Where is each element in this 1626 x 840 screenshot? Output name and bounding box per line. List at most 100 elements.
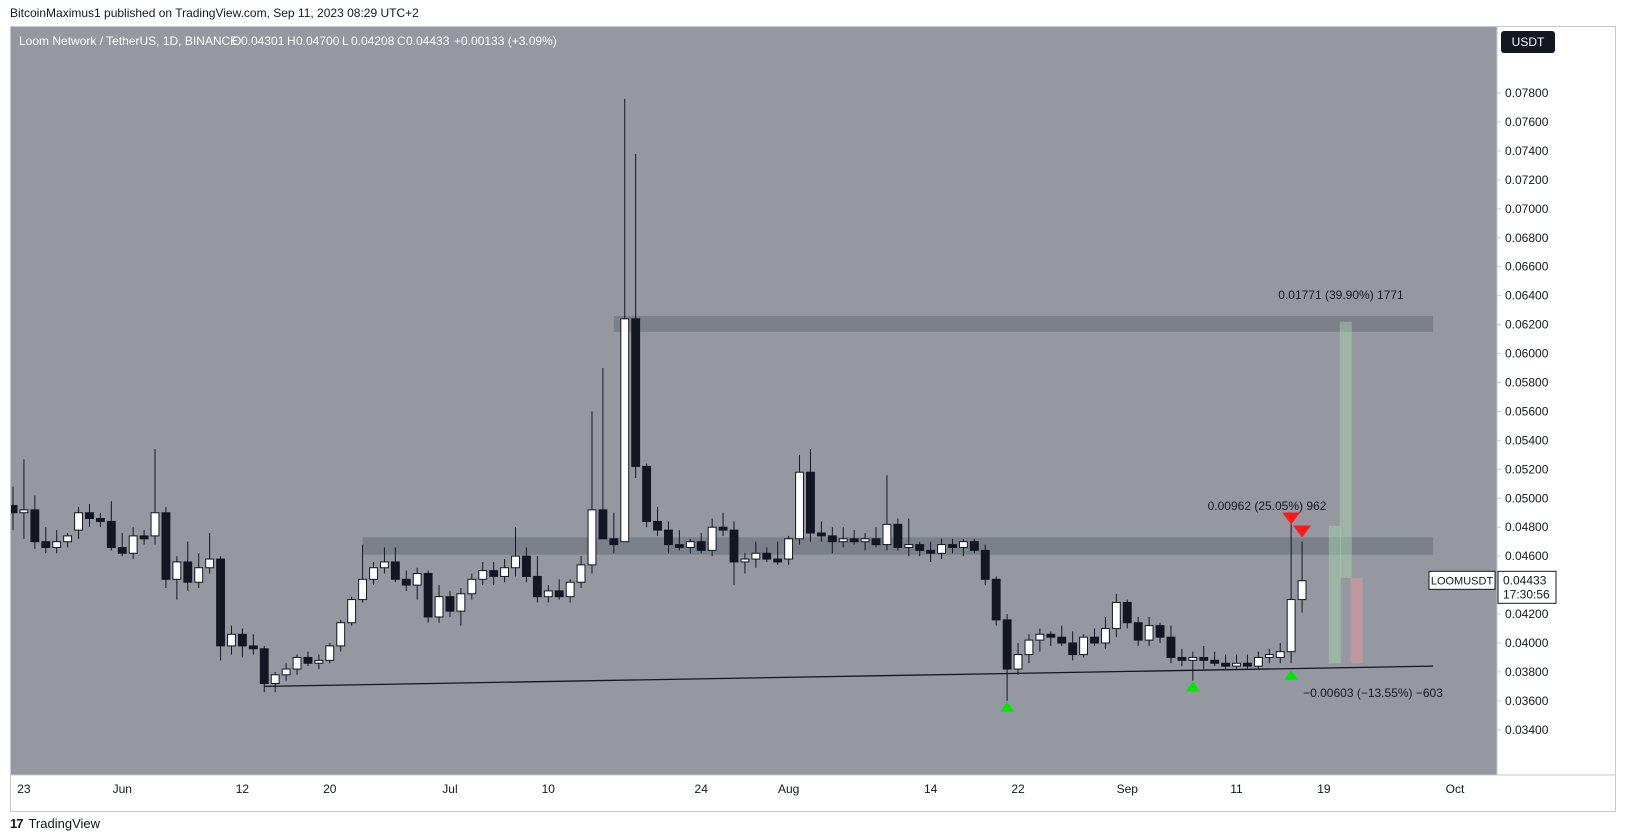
candle-body [52, 541, 62, 548]
candle [347, 596, 357, 626]
candle-body [926, 549, 936, 554]
candle-body [41, 541, 51, 548]
plot-area[interactable] [11, 27, 1497, 775]
candle [598, 368, 608, 540]
candle-body [1232, 662, 1241, 667]
candle-body [1243, 662, 1252, 667]
candle [980, 544, 990, 586]
currency-button[interactable]: USDT [1501, 31, 1555, 53]
candle [303, 651, 313, 667]
legend-change: +0.00133 (+3.09%) [454, 34, 557, 48]
candle [85, 504, 94, 528]
y-tick-label: 0.07600 [1505, 115, 1549, 129]
candle-body [478, 570, 488, 580]
candle [150, 449, 160, 545]
candle [554, 579, 564, 600]
candle-body [773, 558, 783, 563]
candle-body [1002, 619, 1012, 670]
candle-body [227, 633, 236, 647]
candle [369, 561, 378, 586]
green-projection-bar [1328, 525, 1341, 664]
currency-button-label[interactable]: USDT [1512, 35, 1545, 49]
downside-label: −0.00603 (−13.55%) −603 [1303, 686, 1443, 700]
candle-body [1166, 636, 1176, 658]
legend-open-label: O [232, 34, 241, 48]
x-tick-label: 10 [542, 782, 556, 796]
candle [30, 495, 40, 549]
candle [314, 654, 324, 670]
candle-body [1275, 651, 1285, 658]
candle-body [303, 656, 313, 664]
down-arrow-icon [1293, 525, 1312, 538]
legend-symbol: Loom Network / TetherUS, 1D, BINANCE [19, 34, 238, 48]
candle-body [248, 645, 258, 650]
y-tick-label: 0.06400 [1505, 289, 1549, 303]
candle-body [696, 541, 706, 551]
candlestick-chart[interactable]: 0.07800 0.07600 0.07400 0.07200 0.07000 0.068… [11, 27, 1615, 811]
candle [19, 459, 29, 539]
price-tag: LOOMUSDT 0.04433 17:30:56 [1428, 570, 1557, 604]
candle [478, 561, 488, 586]
x-tick-label: 22 [1011, 782, 1025, 796]
candle [795, 454, 804, 545]
candle [664, 521, 673, 554]
candle-body [74, 512, 83, 531]
x-tick-label: 23 [17, 782, 31, 796]
candle-body [1253, 656, 1263, 667]
candle [1046, 631, 1056, 646]
candle-body [653, 520, 662, 531]
candle-body [314, 659, 324, 664]
candle-body [237, 633, 247, 647]
legend-low-label: L [342, 34, 349, 48]
candle-body [609, 538, 619, 546]
candle [1188, 651, 1198, 681]
y-tick-label: 0.06800 [1505, 231, 1549, 245]
candle [358, 544, 368, 603]
y-tick-label: 0.04800 [1505, 520, 1549, 534]
candle-body [718, 526, 728, 531]
candle-body [336, 622, 346, 647]
price-axis[interactable] [1497, 27, 1615, 775]
up-arrow-icon [1000, 701, 1015, 712]
time-axis[interactable] [11, 775, 1615, 811]
y-tick-label: 0.04000 [1505, 636, 1549, 650]
x-tick-label: Sep [1117, 782, 1139, 796]
candle-body [522, 555, 531, 577]
candle [773, 541, 783, 565]
candle-body [161, 512, 171, 580]
candle [838, 527, 848, 548]
candle [412, 567, 422, 600]
chart-frame: 0.07800 0.07600 0.07400 0.07200 0.07000 0.068… [10, 26, 1616, 812]
candle [948, 538, 957, 554]
y-tick-label: 0.07400 [1505, 144, 1549, 158]
candle-body [1264, 654, 1274, 658]
candle-body [532, 575, 542, 598]
y-tick-label: 0.06200 [1505, 318, 1549, 332]
footer-bar: 17 TradingView [10, 816, 100, 831]
candle-body [882, 523, 892, 546]
candle [41, 527, 51, 554]
candle-body [980, 549, 990, 580]
candle-body [904, 544, 914, 548]
legend-low-value: 0.04208 [351, 34, 395, 48]
candle-body [685, 541, 695, 548]
support-line [264, 665, 1434, 688]
x-tick-label: 11 [1230, 782, 1243, 796]
candle [1100, 616, 1110, 649]
candle-body [554, 590, 564, 598]
candle [1275, 642, 1285, 664]
candle-body [729, 529, 739, 563]
candle-body [292, 656, 302, 670]
candle [1057, 625, 1067, 646]
candle-body [150, 512, 160, 537]
candle-body [1057, 636, 1067, 644]
candle [642, 463, 652, 528]
candle-body [412, 573, 422, 586]
candle-body [674, 544, 684, 548]
candle-body [423, 573, 433, 618]
candle [1013, 642, 1023, 675]
candle [904, 518, 914, 557]
candle [696, 533, 706, 554]
candle [139, 530, 149, 545]
candle [292, 654, 302, 675]
